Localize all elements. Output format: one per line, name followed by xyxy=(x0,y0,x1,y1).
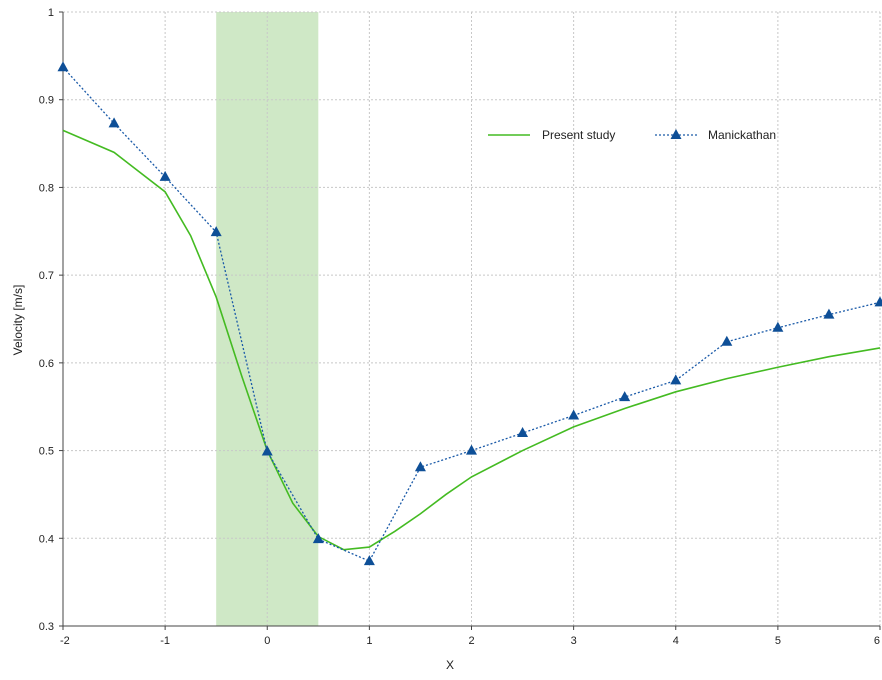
data-point-manickathan xyxy=(160,171,171,181)
y-tick-label: 1 xyxy=(48,7,54,19)
y-tick-label: 0.9 xyxy=(39,95,54,107)
data-point-manickathan xyxy=(466,445,477,455)
x-tick-label: -1 xyxy=(160,635,170,647)
x-tick-label: 3 xyxy=(571,635,577,647)
grid-layer xyxy=(63,12,880,626)
axis-layer xyxy=(59,12,880,630)
y-tick-label: 0.4 xyxy=(39,533,54,545)
data-point-manickathan xyxy=(875,296,882,306)
legend-label-present-study: Present study xyxy=(542,128,615,142)
x-axis-label: X xyxy=(446,658,454,672)
x-tick-label: 4 xyxy=(673,635,679,647)
legend-label-manickathan: Manickathan xyxy=(708,128,776,142)
x-tick-label: 2 xyxy=(468,635,474,647)
y-tick-label: 0.3 xyxy=(39,621,54,633)
y-tick-label: 0.8 xyxy=(39,182,54,194)
data-point-manickathan xyxy=(568,409,579,419)
data-point-manickathan xyxy=(58,61,69,71)
x-tick-label: 6 xyxy=(874,635,880,647)
legend-marker-manickathan xyxy=(671,129,682,139)
tick-label-layer: -2 -1 0 1 2 3 4 5 6 0.3 0.4 0.5 0.6 0.7 0.8 0.9 1 xyxy=(39,7,880,647)
data-point-manickathan xyxy=(619,391,630,401)
x-tick-label: 5 xyxy=(775,635,781,647)
y-axis-label: Velocity [m/s] xyxy=(11,285,25,356)
x-tick-label: 1 xyxy=(366,635,372,647)
data-point-manickathan xyxy=(670,374,681,384)
data-point-manickathan xyxy=(364,555,375,565)
data-point-manickathan xyxy=(415,461,426,471)
y-tick-label: 0.6 xyxy=(39,358,54,370)
y-tick-label: 0.7 xyxy=(39,270,54,282)
x-tick-label: 0 xyxy=(264,635,270,647)
x-tick-label: -2 xyxy=(60,635,70,647)
legend: Present study Manickathan xyxy=(488,128,776,142)
y-tick-label: 0.5 xyxy=(39,446,54,458)
data-point-manickathan xyxy=(721,336,732,346)
